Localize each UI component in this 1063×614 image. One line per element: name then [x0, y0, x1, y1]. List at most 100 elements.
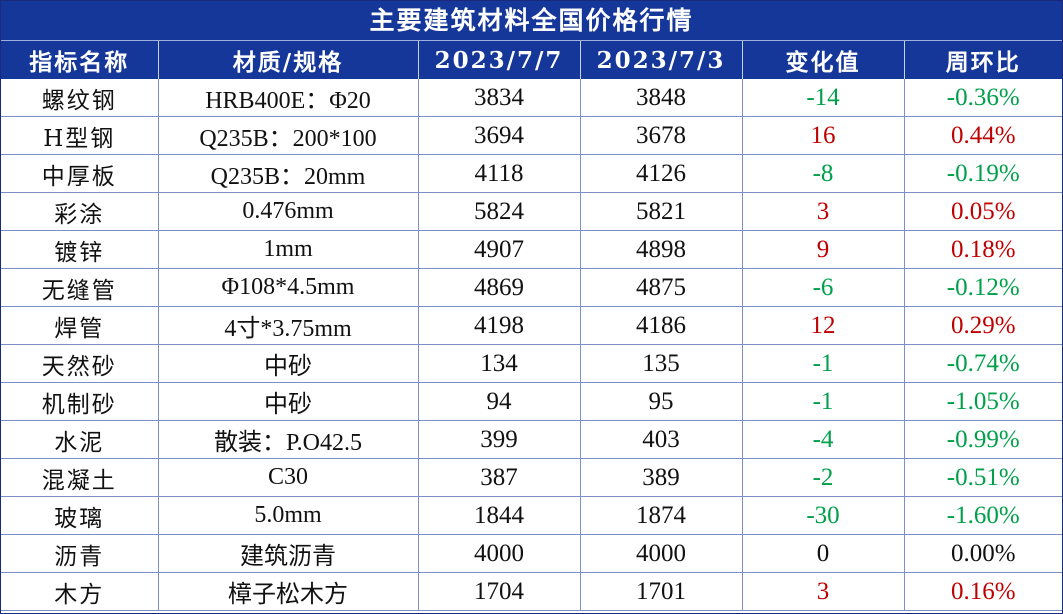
cell-material-spec: 中砂: [158, 344, 419, 383]
cell-week-on-week: -0.51%: [904, 458, 1062, 497]
cell-week-on-week: -0.19%: [904, 154, 1062, 193]
cell-previous-price: 4186: [580, 306, 743, 345]
cell-change-value: 3: [742, 192, 905, 231]
table-row: 水泥 散装：P.O42.5 399 403 -4 -0.99%: [1, 420, 1062, 459]
cell-material-spec: Q235B：200*100: [158, 116, 419, 155]
cell-week-on-week: 0.05%: [904, 192, 1062, 231]
cell-material-spec: 散装：P.O42.5: [158, 420, 419, 459]
table-row: 彩涂 0.476mm 5824 5821 3 0.05%: [1, 192, 1062, 231]
cell-change-value: 16: [742, 116, 905, 155]
cell-previous-price: 4898: [580, 230, 743, 269]
cell-previous-price: 3678: [580, 116, 743, 155]
cell-week-on-week: 0.18%: [904, 230, 1062, 269]
cell-current-price: 4907: [418, 230, 581, 269]
cell-indicator-name: 玻璃: [1, 496, 159, 535]
cell-previous-price: 1701: [580, 572, 743, 611]
cell-indicator-name: 无缝管: [1, 268, 159, 307]
cell-material-spec: 中砂: [158, 382, 419, 421]
cell-week-on-week: 0.29%: [904, 306, 1062, 345]
cell-previous-price: 95: [580, 382, 743, 421]
cell-indicator-name: 木方: [1, 572, 159, 611]
cell-indicator-name: 机制砂: [1, 382, 159, 421]
table-row: 木方 樟子松木方 1704 1701 3 0.16%: [1, 572, 1062, 611]
cell-current-price: 4198: [418, 306, 581, 345]
cell-change-value: 12: [742, 306, 905, 345]
cell-week-on-week: -1.05%: [904, 382, 1062, 421]
table-row: 中厚板 Q235B：20mm 4118 4126 -8 -0.19%: [1, 154, 1062, 193]
cell-change-value: -6: [742, 268, 905, 307]
cell-indicator-name: 螺纹钢: [1, 79, 159, 117]
cell-change-value: -2: [742, 458, 905, 497]
cell-current-price: 1704: [418, 572, 581, 611]
cell-week-on-week: -1.60%: [904, 496, 1062, 535]
cell-change-value: 0: [742, 534, 905, 573]
header-change-value: 变化值: [742, 41, 905, 79]
cell-previous-price: 389: [580, 458, 743, 497]
cell-material-spec: HRB400E：Φ20: [158, 79, 419, 117]
cell-change-value: -8: [742, 154, 905, 193]
table-row: 沥青 建筑沥青 4000 4000 0 0.00%: [1, 534, 1062, 573]
cell-current-price: 387: [418, 458, 581, 497]
price-table: 指标名称 材质/规格 2023/7/7 2023/7/3 变化值 周环比 螺纹钢…: [1, 41, 1062, 611]
table-header: 指标名称 材质/规格 2023/7/7 2023/7/3 变化值 周环比: [1, 41, 1062, 79]
table-row: 焊管 4寸*3.75mm 4198 4186 12 0.29%: [1, 306, 1062, 345]
cell-material-spec: 建筑沥青: [158, 534, 419, 573]
table-row: H型钢 Q235B：200*100 3694 3678 16 0.44%: [1, 116, 1062, 155]
cell-change-value: -1: [742, 382, 905, 421]
cell-previous-price: 135: [580, 344, 743, 383]
cell-material-spec: Φ108*4.5mm: [158, 268, 419, 307]
cell-change-value: -30: [742, 496, 905, 535]
cell-week-on-week: -0.36%: [904, 79, 1062, 117]
cell-week-on-week: 0.00%: [904, 534, 1062, 573]
cell-indicator-name: 镀锌: [1, 230, 159, 269]
cell-indicator-name: 天然砂: [1, 344, 159, 383]
cell-current-price: 5824: [418, 192, 581, 231]
cell-material-spec: C30: [158, 458, 419, 497]
cell-material-spec: 0.476mm: [158, 192, 419, 231]
cell-previous-price: 3848: [580, 79, 743, 117]
cell-current-price: 3834: [418, 79, 581, 117]
cell-week-on-week: -0.74%: [904, 344, 1062, 383]
cell-change-value: 3: [742, 572, 905, 611]
header-indicator-name: 指标名称: [1, 41, 159, 79]
cell-material-spec: Q235B：20mm: [158, 154, 419, 193]
table-body: 螺纹钢 HRB400E：Φ20 3834 3848 -14 -0.36% H型钢 Q235B：…: [1, 79, 1062, 611]
cell-previous-price: 4875: [580, 268, 743, 307]
cell-indicator-name: 焊管: [1, 306, 159, 345]
cell-previous-price: 4126: [580, 154, 743, 193]
cell-material-spec: 5.0mm: [158, 496, 419, 535]
table-row: 镀锌 1mm 4907 4898 9 0.18%: [1, 230, 1062, 269]
cell-material-spec: 樟子松木方: [158, 572, 419, 611]
cell-change-value: -4: [742, 420, 905, 459]
table-row: 机制砂 中砂 94 95 -1 -1.05%: [1, 382, 1062, 421]
header-row: 指标名称 材质/规格 2023/7/7 2023/7/3 变化值 周环比: [1, 41, 1062, 79]
table-row: 玻璃 5.0mm 1844 1874 -30 -1.60%: [1, 496, 1062, 535]
cell-week-on-week: -0.99%: [904, 420, 1062, 459]
cell-indicator-name: 彩涂: [1, 192, 159, 231]
cell-week-on-week: 0.16%: [904, 572, 1062, 611]
cell-current-price: 4118: [418, 154, 581, 193]
cell-material-spec: 1mm: [158, 230, 419, 269]
cell-previous-price: 5821: [580, 192, 743, 231]
cell-previous-price: 1874: [580, 496, 743, 535]
cell-previous-price: 403: [580, 420, 743, 459]
table-row: 无缝管 Φ108*4.5mm 4869 4875 -6 -0.12%: [1, 268, 1062, 307]
cell-indicator-name: 中厚板: [1, 154, 159, 193]
table-row: 螺纹钢 HRB400E：Φ20 3834 3848 -14 -0.36%: [1, 79, 1062, 117]
cell-current-price: 399: [418, 420, 581, 459]
cell-previous-price: 4000: [580, 534, 743, 573]
header-material-spec: 材质/规格: [158, 41, 419, 79]
cell-week-on-week: -0.12%: [904, 268, 1062, 307]
cell-material-spec: 4寸*3.75mm: [158, 306, 419, 345]
cell-current-price: 4000: [418, 534, 581, 573]
cell-change-value: -14: [742, 79, 905, 117]
cell-current-price: 4869: [418, 268, 581, 307]
header-current-date: 2023/7/7: [418, 41, 581, 79]
cell-current-price: 3694: [418, 116, 581, 155]
cell-indicator-name: H型钢: [1, 116, 159, 155]
cell-indicator-name: 沥青: [1, 534, 159, 573]
cell-week-on-week: 0.44%: [904, 116, 1062, 155]
cell-change-value: -1: [742, 344, 905, 383]
cell-change-value: 9: [742, 230, 905, 269]
